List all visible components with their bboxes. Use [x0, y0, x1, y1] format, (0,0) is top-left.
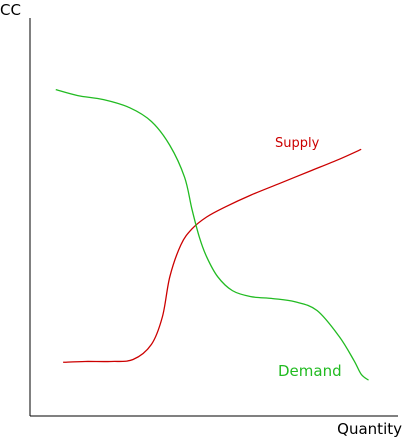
y-axis-label: CC: [0, 1, 21, 19]
demand-curve: [55, 89, 369, 381]
supply-curve: [63, 148, 362, 363]
supply-series-label: Supply: [275, 136, 320, 151]
demand-series-label: Demand: [278, 362, 342, 380]
x-axis-label: Quantity: [337, 420, 402, 437]
